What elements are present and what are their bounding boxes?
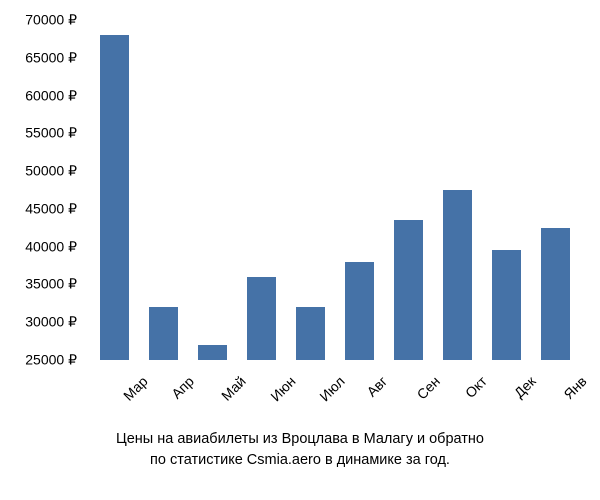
caption-line-1: Цены на авиабилеты из Вроцлава в Малагу … <box>116 431 484 447</box>
y-tick-label: 50000 ₽ <box>25 163 77 180</box>
y-axis: 25000 ₽30000 ₽35000 ₽40000 ₽45000 ₽50000… <box>0 20 85 360</box>
bar <box>296 307 325 360</box>
caption-line-2: по статистике Csmia.aero в динамике за г… <box>150 452 450 468</box>
y-tick-label: 70000 ₽ <box>25 12 77 29</box>
y-tick-label: 55000 ₽ <box>25 125 77 142</box>
x-tick-label: Янв <box>560 373 589 402</box>
x-tick-label: Дек <box>510 373 538 401</box>
y-tick-label: 30000 ₽ <box>25 314 77 331</box>
y-tick-label: 35000 ₽ <box>25 276 77 293</box>
x-tick-label: Сен <box>413 373 442 402</box>
x-tick-label: Апр <box>168 373 197 402</box>
x-tick-label: Мар <box>120 373 151 404</box>
y-tick-label: 25000 ₽ <box>25 352 77 369</box>
bar <box>541 228 570 360</box>
x-tick-label: Июл <box>316 373 347 404</box>
bar <box>247 277 276 360</box>
x-tick-label: Июн <box>267 373 298 404</box>
bar <box>492 250 521 360</box>
y-tick-label: 65000 ₽ <box>25 49 77 66</box>
bar <box>149 307 178 360</box>
bars-container <box>90 20 580 360</box>
bar <box>198 345 227 360</box>
y-tick-label: 40000 ₽ <box>25 238 77 255</box>
y-tick-label: 60000 ₽ <box>25 87 77 104</box>
y-tick-label: 45000 ₽ <box>25 200 77 217</box>
chart-plot-area <box>90 20 580 360</box>
x-tick-label: Авг <box>363 373 390 400</box>
x-tick-label: Май <box>218 373 249 404</box>
x-axis-labels: МарАпрМайИюнИюлАвгСенОктДекЯнв <box>90 365 580 425</box>
bar <box>345 262 374 360</box>
bar <box>100 35 129 360</box>
chart-caption: Цены на авиабилеты из Вроцлава в Малагу … <box>0 429 600 470</box>
bar <box>443 190 472 360</box>
x-tick-label: Окт <box>461 373 489 401</box>
bar <box>394 220 423 360</box>
